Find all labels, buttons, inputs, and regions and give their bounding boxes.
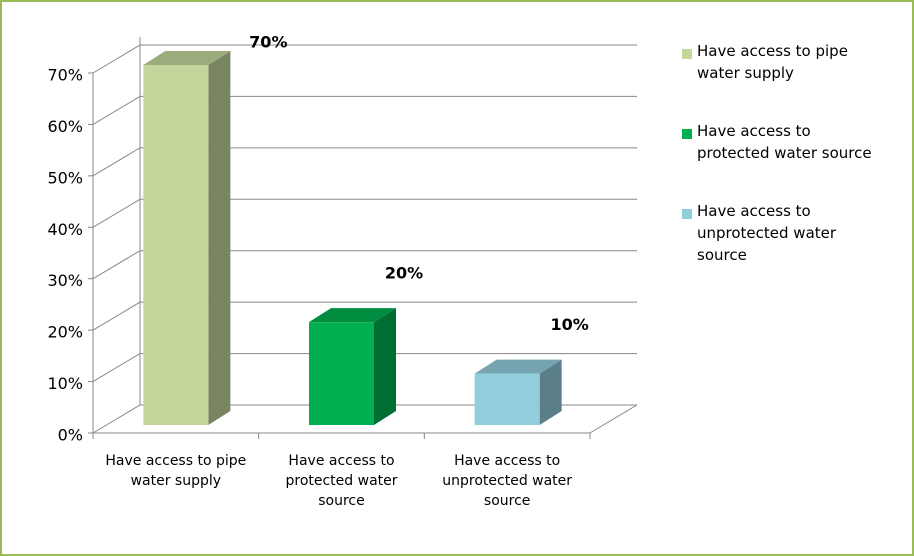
legend-label: Have access to protected water source [697,122,872,162]
bar-side [539,359,562,425]
bar-top [474,359,562,374]
y-tick-label: 30% [47,271,83,290]
grid-line [92,147,637,177]
bar [143,65,209,425]
value-label: 70% [249,33,287,52]
value-label: 10% [551,315,589,334]
grid-line [92,250,637,280]
x-tick-label: Have access to unprotected water source [442,453,573,509]
y-tick-label: 60% [47,117,83,136]
bar-top [143,51,231,65]
bar-side [208,51,231,425]
bar-top [309,308,396,323]
grid-line [92,404,637,434]
grid-line [92,95,637,125]
bar [474,373,540,425]
legend-swatch [682,129,692,139]
grid-line [92,198,637,228]
x-tick-label: Have access to pipe water supply [105,453,247,489]
legend-label: Have access to pipe water supply [697,42,848,82]
legend-label: Have access to unprotected water source [697,202,837,264]
y-tick-label: 20% [47,323,83,342]
y-tick-label: 70% [47,66,83,85]
y-tick-label: 50% [47,168,83,187]
legend-swatch [682,209,692,219]
bar-side [374,308,396,425]
x-tick-label: Have access to protected water source [285,453,398,509]
bar [309,322,374,425]
legend-swatch [682,49,692,59]
floor-edge [589,404,638,434]
y-tick-label: 40% [47,220,83,239]
value-label: 20% [385,264,423,283]
y-tick-label: 0% [58,426,83,445]
grid-line [92,353,637,383]
y-tick-label: 10% [47,374,83,393]
grid-line [92,44,637,74]
grid-line [92,301,637,331]
